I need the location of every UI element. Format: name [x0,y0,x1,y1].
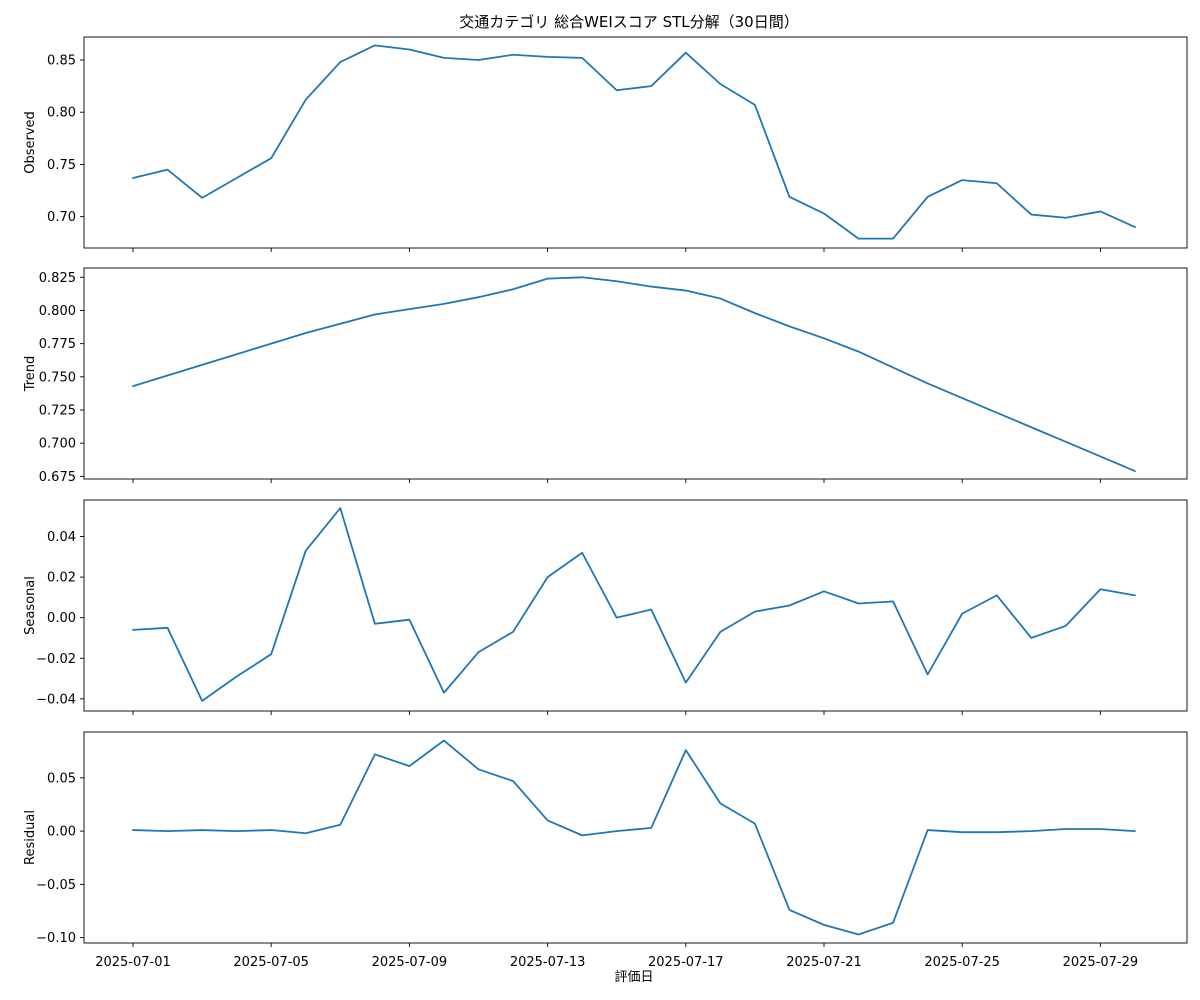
observed-series-line [132,44,1136,240]
residual-y-axis-label: Residual [23,810,38,865]
trend-panel: 0.675 0.700 0.725 0.750 0.775 0.800 0.825 Trend [23,267,1188,485]
x-tick-label: 2025-07-29 [1063,955,1139,970]
x-tick-label: 2025-07-01 [95,955,171,970]
trend-panel-frame [83,267,1188,480]
observed-y-axis-label: Observed [23,111,38,174]
observed-y-tick-label: 0.70 [47,210,76,225]
seasonal-y-axis-label: Seasonal [23,576,38,635]
x-tick-label: 2025-07-17 [648,955,724,970]
panels-group: 0.700.750.800.85Observed0.6750.7000.7250… [23,36,1188,970]
x-tick-label: 2025-07-05 [233,955,309,970]
x-tick-label: 2025-07-21 [786,955,862,970]
trend-y-tick-label: 0.825 [39,271,76,286]
residual-series-line [132,739,1136,936]
chart-title: 交通カテゴリ 総合WEIスコア STL分解（30日間） [459,13,798,31]
observed-panel-frame [83,36,1188,249]
observed-panel: 0.70 0.75 0.80 0.85 Observed [23,36,1188,252]
x-tick-label: 2025-07-13 [510,955,586,970]
seasonal-y-tick-label: 0.04 [47,530,76,545]
observed-y-tick-label: 0.80 [47,106,76,121]
residual-y-tick-label: −0.10 [36,931,76,946]
seasonal-panel-frame [83,499,1188,712]
seasonal-panel: −0.04 −0.02 0.00 0.02 0.04 Seasonal [23,499,1188,715]
seasonal-y-tick-label: −0.04 [36,692,76,707]
trend-y-tick-label: 0.750 [39,370,76,385]
observed-y-tick-label: 0.75 [47,158,76,173]
trend-y-tick-label: 0.775 [39,337,76,352]
residual-y-tick-label: −0.05 [36,878,76,893]
trend-y-tick-label: 0.800 [39,304,76,319]
seasonal-series-line [132,507,1136,702]
x-tick-label: 2025-07-09 [372,955,448,970]
seasonal-y-tick-label: −0.02 [36,652,76,667]
residual-panel-frame [83,731,1188,944]
observed-y-tick-label: 0.85 [47,53,76,68]
residual-y-tick-label: 0.05 [47,771,76,786]
trend-y-tick-label: 0.700 [39,437,76,452]
residual-panel: −0.10 −0.05 0.00 0.05 Residual [23,731,1188,947]
seasonal-y-tick-label: 0.00 [47,611,76,626]
trend-y-axis-label: Trend [23,356,38,393]
trend-y-tick-label: 0.675 [39,470,76,485]
trend-y-tick-label: 0.725 [39,403,76,418]
trend-series-line [132,276,1136,472]
seasonal-y-tick-label: 0.02 [47,571,76,586]
x-tick-label: 2025-07-25 [924,955,1000,970]
x-axis-label: 評価日 [614,970,653,985]
residual-y-tick-label: 0.00 [47,825,76,840]
